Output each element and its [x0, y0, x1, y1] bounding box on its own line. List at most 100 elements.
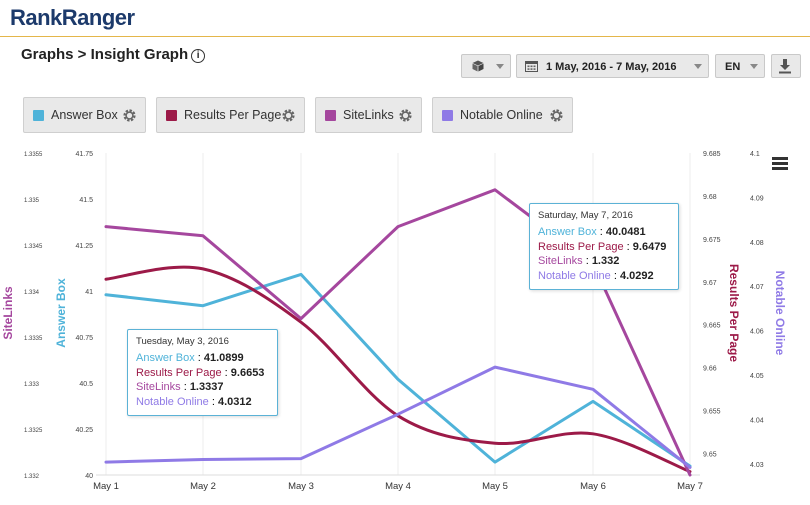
- y-axis-title-notable-online: Notable Online: [773, 271, 787, 356]
- legend-item-notable-online[interactable]: Notable Online: [432, 97, 573, 133]
- chevron-down-icon: [750, 64, 758, 69]
- x-tick-label: May 1: [93, 481, 119, 492]
- y-tick-label-notable-online: 4.05: [750, 373, 764, 380]
- y-tick-label-answer-box: 40.25: [75, 427, 93, 434]
- language-selector[interactable]: EN: [715, 54, 765, 78]
- insight-chart: May 1 May 2 May 3 May 4 May 5 May 6 May 7 40 40.…: [1, 151, 787, 492]
- y-tick-label-sitelinks: 1.334: [24, 290, 40, 296]
- tooltip-value: 4.0312: [217, 395, 252, 408]
- legend-item-results-per-page[interactable]: Results Per Page: [156, 97, 305, 133]
- tooltip-value: 1.3337: [189, 381, 224, 393]
- legend-label: SiteLinks: [343, 108, 394, 122]
- y-tick-label-notable-online: 4.04: [750, 417, 764, 424]
- top-bar: RankRanger: [0, 0, 810, 37]
- series-line-notable-online: [104, 365, 692, 469]
- gear-icon[interactable]: [281, 108, 296, 123]
- y-tick-label-results-per-page: 9.65: [703, 452, 717, 459]
- legend-label: Answer Box: [51, 108, 118, 122]
- language-text: EN: [725, 61, 741, 73]
- tooltip-value: 4.0292: [619, 269, 654, 282]
- gear-icon[interactable]: [122, 108, 137, 123]
- y-tick-label-results-per-page: 9.675: [703, 237, 721, 244]
- download-button[interactable]: [771, 54, 801, 78]
- y-tick-label-results-per-page: 9.68: [703, 194, 717, 201]
- x-tick-label: May 7: [677, 481, 703, 492]
- tooltip-label: Answer Box: [538, 226, 597, 238]
- chart-menu-icon[interactable]: [772, 157, 788, 170]
- x-tick-label: May 3: [288, 481, 314, 492]
- y-tick-label-results-per-page: 9.685: [703, 151, 721, 158]
- tooltip-label: SiteLinks: [136, 381, 181, 393]
- tooltip-may-7: Saturday, May 7, 2016 Answer Box : 40.04…: [529, 203, 679, 290]
- series-line-answer-box: [104, 272, 692, 468]
- y-tick-label-notable-online: 4.1: [750, 151, 760, 158]
- x-tick-label: May 4: [385, 481, 411, 492]
- x-tick-label: May 6: [580, 481, 606, 492]
- x-tick-label: May 2: [190, 481, 216, 492]
- y-tick-label-notable-online: 4.08: [750, 240, 764, 247]
- tooltip-value: 9.6479: [632, 240, 667, 253]
- info-icon[interactable]: i: [191, 49, 206, 63]
- tooltip-row-notable-online: Notable Online : 4.0292: [538, 269, 654, 282]
- y-tick-label-answer-box: 41: [85, 289, 93, 296]
- tooltip-row-results-per-page: Results Per Page : 9.6479: [538, 240, 667, 253]
- y-tick-label-answer-box: 41.5: [79, 197, 93, 204]
- tooltip-value: 9.6653: [230, 366, 265, 379]
- y-tick-label-notable-online: 4.03: [750, 462, 764, 469]
- date-range-picker[interactable]: 1 May, 2016 - 7 May, 2016: [516, 54, 709, 78]
- tooltip-date: Saturday, May 7, 2016: [538, 210, 633, 221]
- y-axis-title-sitelinks: SiteLinks: [1, 286, 15, 340]
- chevron-down-icon: [496, 64, 504, 69]
- x-tick-label: May 5: [482, 481, 508, 492]
- tooltip-label: Results Per Page: [538, 240, 624, 253]
- tooltip-row-answer-box: Answer Box : 40.0481: [538, 226, 646, 238]
- tooltip-value: 41.0899: [203, 352, 244, 364]
- y-tick-label-answer-box: 41.75: [75, 151, 93, 158]
- legend-item-sitelinks[interactable]: SiteLinks: [315, 97, 422, 133]
- view-selector[interactable]: [461, 54, 511, 78]
- tooltip-label: Notable Online: [538, 269, 611, 282]
- y-tick-label-notable-online: 4.07: [750, 284, 764, 291]
- y-tick-label-results-per-page: 9.67: [703, 280, 717, 287]
- y-tick-label-sitelinks: 1.332: [24, 474, 40, 480]
- page-title: Graphs > Insight Graph i: [21, 46, 206, 63]
- y-tick-label-sitelinks: 1.333: [24, 382, 40, 388]
- tooltip-row-notable-online: Notable Online : 4.0312: [136, 395, 252, 408]
- legend-swatch: [442, 110, 453, 121]
- y-tick-label-sitelinks: 1.3335: [24, 336, 43, 342]
- tooltip-label: Notable Online: [136, 395, 209, 408]
- y-tick-label-notable-online: 4.06: [750, 329, 764, 336]
- legend-swatch: [166, 110, 177, 121]
- y-tick-label-notable-online: 4.09: [750, 195, 764, 202]
- gear-icon[interactable]: [549, 108, 564, 123]
- logo[interactable]: RankRanger: [10, 5, 135, 30]
- y-tick-label-answer-box: 40.5: [79, 381, 93, 388]
- legend-item-answer-box[interactable]: Answer Box: [23, 97, 146, 133]
- page-title-text: Graphs > Insight Graph: [21, 46, 189, 63]
- legend-swatch: [325, 110, 336, 121]
- y-tick-label-results-per-page: 9.655: [703, 409, 721, 416]
- gear-icon[interactable]: [398, 108, 413, 123]
- download-icon: [779, 59, 791, 74]
- y-tick-label-answer-box: 41.25: [75, 243, 93, 250]
- tooltip-row-sitelinks: SiteLinks : 1.3337: [136, 381, 224, 393]
- tooltip-date: Tuesday, May 3, 2016: [136, 336, 229, 347]
- legend-label: Results Per Page: [184, 108, 282, 122]
- tooltip-value: 1.332: [591, 255, 620, 267]
- y-tick-label-sitelinks: 1.335: [24, 198, 40, 204]
- tooltip-row-results-per-page: Results Per Page : 9.6653: [136, 366, 265, 379]
- y-tick-label-answer-box: 40: [85, 473, 93, 480]
- y-tick-label-answer-box: 40.75: [75, 335, 93, 342]
- cube-icon: [472, 60, 484, 72]
- tooltip-row-sitelinks: SiteLinks : 1.332: [538, 255, 620, 267]
- tooltip-label: Answer Box: [136, 352, 195, 364]
- y-tick-label-results-per-page: 9.665: [703, 323, 721, 330]
- y-axis-title-results-per-page: Results Per Page: [727, 264, 741, 362]
- tooltip-label: Results Per Page: [136, 366, 222, 379]
- y-axis-title-answer-box: Answer Box: [54, 278, 68, 348]
- tooltip-row-answer-box: Answer Box : 41.0899: [136, 352, 244, 364]
- tooltip-value: 40.0481: [605, 226, 646, 238]
- y-tick-label-results-per-page: 9.66: [703, 366, 717, 373]
- legend-swatch: [33, 110, 44, 121]
- y-tick-label-sitelinks: 1.3355: [24, 152, 43, 158]
